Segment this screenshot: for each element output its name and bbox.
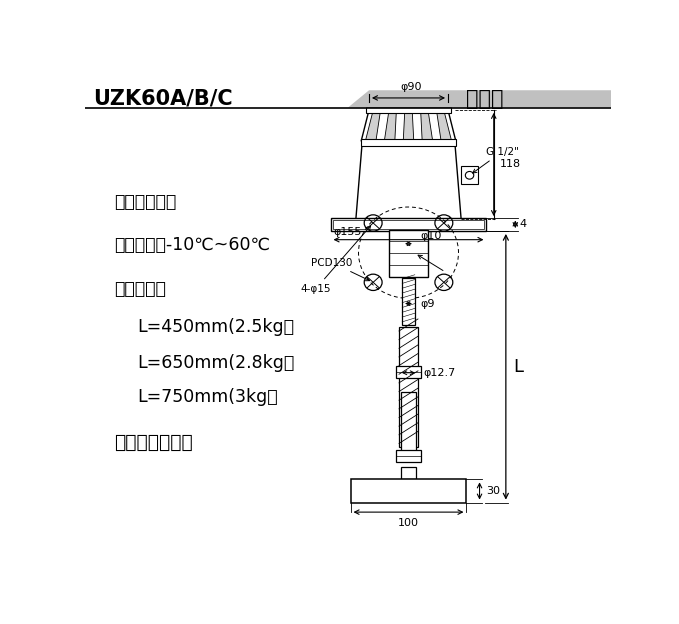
Text: 30: 30 xyxy=(486,486,500,496)
Polygon shape xyxy=(420,110,433,141)
Bar xyxy=(350,479,466,502)
Polygon shape xyxy=(403,110,414,141)
Text: 钢索型: 钢索型 xyxy=(466,89,504,109)
Bar xyxy=(401,392,416,452)
Text: φ10: φ10 xyxy=(420,232,441,241)
Text: L=750mm(3kg）: L=750mm(3kg） xyxy=(137,388,278,406)
Polygon shape xyxy=(348,90,611,107)
Polygon shape xyxy=(437,110,452,141)
Text: 标准规格：: 标准规格： xyxy=(114,280,166,298)
Text: 操作温度：-10℃~60℃: 操作温度：-10℃~60℃ xyxy=(114,236,270,255)
Bar xyxy=(388,230,428,276)
Text: UZK60A/B/C: UZK60A/B/C xyxy=(93,89,232,109)
Bar xyxy=(401,467,416,479)
Text: φ155: φ155 xyxy=(333,227,362,237)
Text: φ9: φ9 xyxy=(420,298,435,308)
Text: 适合垂直安装: 适合垂直安装 xyxy=(114,193,176,211)
Text: L=650mm(2.8kg）: L=650mm(2.8kg） xyxy=(137,354,295,372)
Polygon shape xyxy=(356,142,461,219)
Polygon shape xyxy=(384,110,397,141)
Bar xyxy=(396,366,421,378)
Bar xyxy=(399,327,418,447)
Bar xyxy=(331,218,486,231)
Text: G 1/2": G 1/2" xyxy=(473,147,519,173)
Text: 100: 100 xyxy=(398,518,419,528)
Bar xyxy=(333,220,483,229)
Text: 118: 118 xyxy=(500,160,521,170)
Text: L=450mm(2.5kg）: L=450mm(2.5kg） xyxy=(137,318,295,336)
Polygon shape xyxy=(361,110,456,141)
Bar xyxy=(361,139,456,146)
Text: 4: 4 xyxy=(519,219,527,229)
Text: 其它规格可订制: 其它规格可订制 xyxy=(114,433,193,452)
Bar xyxy=(402,278,415,324)
Text: φ90: φ90 xyxy=(401,82,422,92)
Polygon shape xyxy=(365,110,381,141)
Bar xyxy=(396,450,421,462)
Text: L: L xyxy=(514,358,524,376)
Text: 4-φ15: 4-φ15 xyxy=(301,226,371,294)
Text: φ12.7: φ12.7 xyxy=(423,368,456,378)
Bar xyxy=(367,107,451,113)
Bar xyxy=(461,166,478,185)
Text: PCD130: PCD130 xyxy=(311,258,369,281)
